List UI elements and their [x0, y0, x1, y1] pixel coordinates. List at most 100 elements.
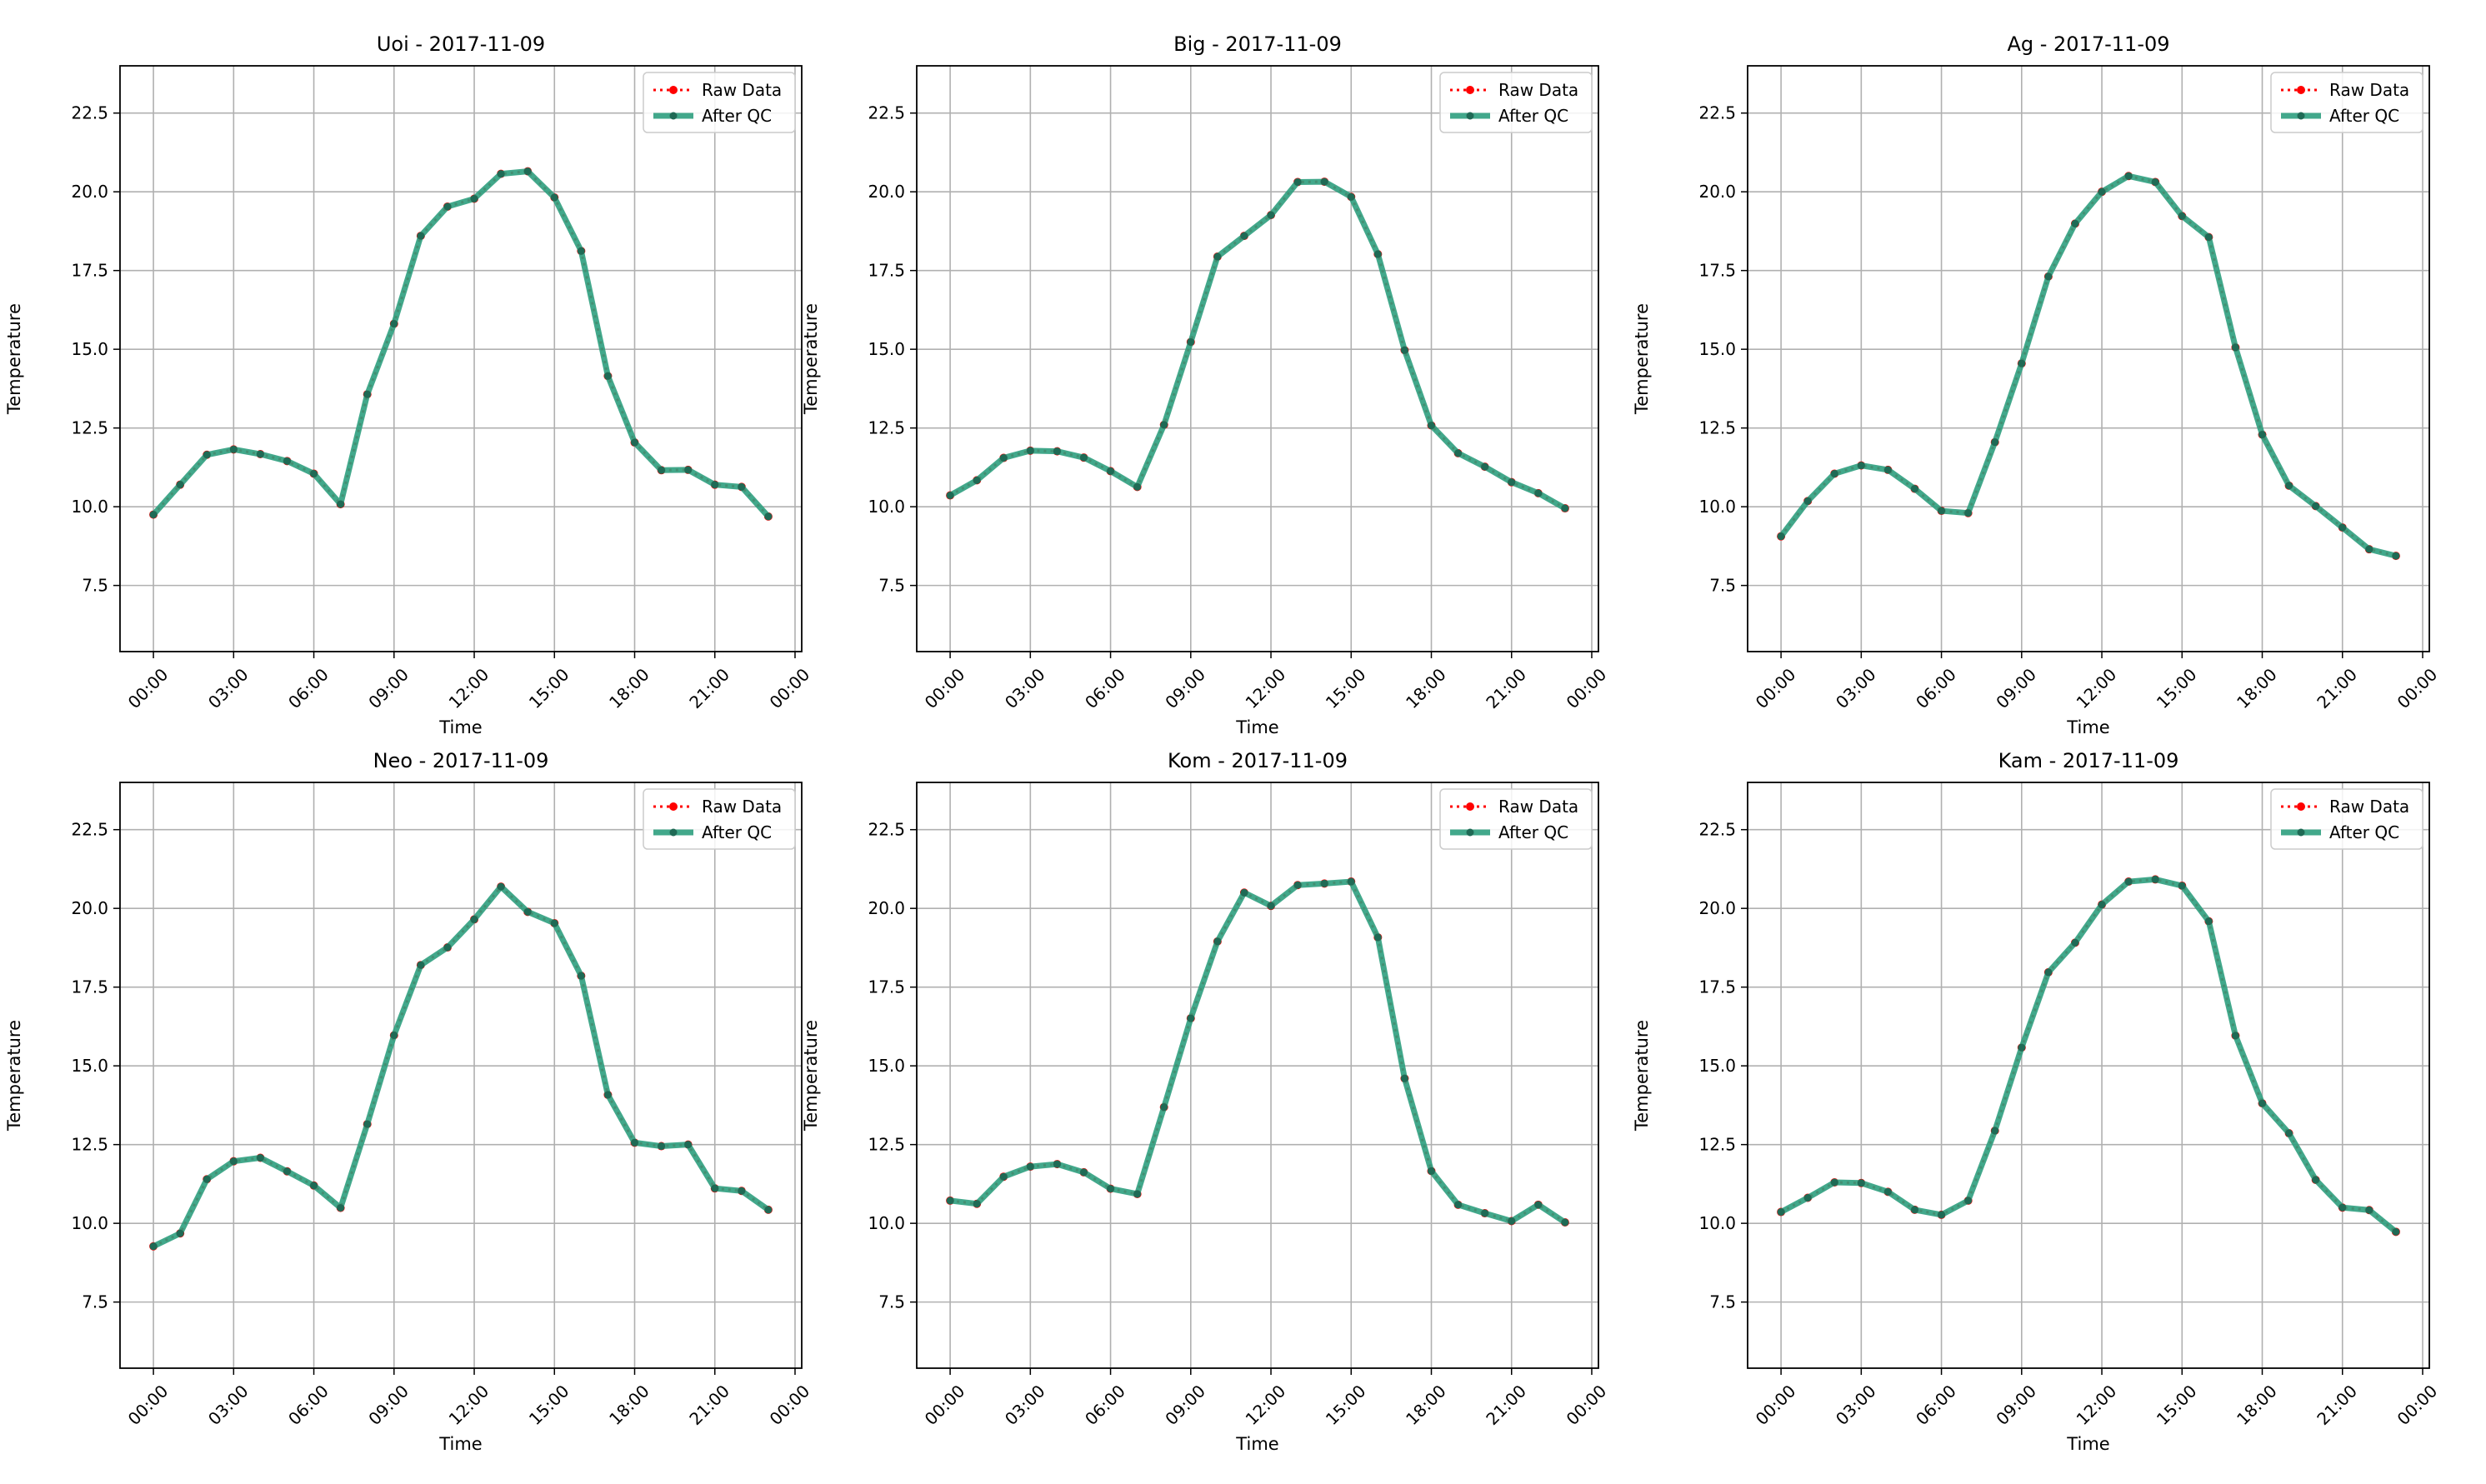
legend-label: Raw Data — [2329, 797, 2409, 817]
after-qc-point — [1830, 469, 1838, 477]
grid — [120, 66, 802, 652]
x-axis: 00:00 03:00 06:00 09:00 12:00 15:00 18:00 21:00… — [1752, 1368, 2441, 1429]
after-qc-point — [1240, 232, 1248, 240]
after-qc-point — [1373, 933, 1382, 942]
after-qc-point — [2044, 272, 2053, 281]
series-after-qc — [1777, 172, 2400, 560]
x-tick-label: 21:00 — [685, 1381, 733, 1429]
y-tick-label: 7.5 — [82, 1292, 108, 1312]
x-tick-label: 15:00 — [1322, 664, 1370, 712]
plot-area — [917, 66, 1598, 652]
after-qc-point — [2071, 938, 2079, 947]
y-tick-label: 10.0 — [1698, 1213, 1736, 1233]
after-qc-point — [363, 1120, 372, 1128]
after-qc-point — [2204, 233, 2213, 242]
after-qc-point — [1910, 1206, 1918, 1214]
after-qc-point — [1320, 177, 1328, 186]
y-tick-label: 22.5 — [71, 820, 108, 840]
after-qc-point — [1857, 462, 1865, 470]
after-qc-point — [711, 481, 719, 489]
after-qc-point — [1026, 447, 1034, 455]
after-qc-point — [176, 1229, 184, 1237]
after-qc-point — [1857, 1179, 1865, 1187]
after-qc-point — [577, 972, 585, 980]
y-tick-label: 22.5 — [1698, 103, 1736, 123]
y-tick-label: 7.5 — [878, 576, 905, 596]
y-tick-label: 20.0 — [868, 898, 905, 918]
x-tick-label: 18:00 — [2233, 1381, 2281, 1429]
after-qc-point — [2018, 1043, 2026, 1052]
after-qc-point — [658, 1142, 666, 1151]
plot-area — [120, 782, 802, 1368]
after-qc-point — [1964, 1197, 1973, 1205]
after-qc-point — [973, 1200, 981, 1208]
after-qc-point — [1133, 1190, 1142, 1198]
after-qc-line — [1779, 876, 2398, 1235]
plot-frame — [916, 65, 1599, 652]
after-qc-point — [1964, 509, 1973, 517]
after-qc-point — [229, 445, 238, 453]
after-qc-point — [1267, 902, 1275, 910]
after-qc-line — [152, 883, 770, 1249]
after-qc-point — [1107, 467, 1115, 475]
after-qc-point — [1187, 337, 1195, 346]
x-tick-label: 15:00 — [525, 1381, 573, 1429]
after-qc-point — [1910, 485, 1918, 493]
chart-title: Neo - 2017-11-09 — [373, 749, 549, 772]
chart-panel: 00:00 03:00 06:00 09:00 12:00 15:00 18:00 21:00… — [4, 749, 813, 1454]
after-qc-point — [1026, 1162, 1034, 1171]
after-qc-point — [1803, 1194, 1812, 1202]
y-tick-label: 12.5 — [71, 1135, 108, 1155]
after-qc-point — [738, 482, 746, 491]
y-axis: 7.5 10.0 12.5 15.0 17.5 20.0 22.5 — [868, 820, 917, 1312]
y-axis: 7.5 10.0 12.5 15.0 17.5 20.0 22.5 — [1698, 103, 1748, 596]
x-tick-label: 18:00 — [605, 664, 653, 712]
y-axis-label: Temperature — [4, 303, 24, 415]
after-qc-point — [283, 1167, 291, 1176]
legend-label: Raw Data — [2329, 80, 2409, 100]
y-axis-label: Temperature — [1632, 1020, 1652, 1132]
after-qc-point — [764, 512, 773, 521]
x-axis-label: Time — [2066, 717, 2109, 737]
legend: Raw Data After QC — [643, 788, 796, 850]
y-tick-label: 17.5 — [1698, 977, 1736, 997]
x-tick-label: 00:00 — [921, 664, 969, 712]
after-qc-point — [764, 1206, 773, 1214]
after-qc-point — [1320, 879, 1328, 887]
after-qc-point — [2071, 219, 2079, 227]
after-qc-point — [1373, 250, 1382, 258]
after-qc-point — [2231, 343, 2239, 352]
y-tick-label: 17.5 — [1698, 261, 1736, 281]
legend: Raw Data After QC — [2270, 72, 2423, 133]
after-qc-point — [999, 1172, 1008, 1181]
x-tick-label: 00:00 — [921, 1381, 969, 1429]
x-tick-label: 18:00 — [1402, 1381, 1450, 1429]
y-tick-label: 17.5 — [868, 977, 905, 997]
x-tick-label: 00:00 — [1752, 1381, 1800, 1429]
legend-label: Raw Data — [702, 797, 782, 817]
chart-title: Big - 2017-11-09 — [1173, 32, 1342, 56]
after-qc-line — [949, 878, 1567, 1225]
after-qc-point — [1508, 1217, 1516, 1225]
after-qc-point — [1213, 937, 1222, 946]
after-qc-point — [603, 372, 612, 380]
after-qc-point — [1160, 1103, 1168, 1112]
after-qc-point — [2098, 901, 2106, 909]
after-qc-point — [1400, 346, 1408, 354]
series-after-qc — [149, 882, 773, 1251]
x-tick-label: 09:00 — [1161, 664, 1209, 712]
x-tick-label: 06:00 — [1912, 1381, 1960, 1429]
after-qc-point — [310, 469, 318, 477]
legend-label: After QC — [1498, 822, 1568, 842]
y-tick-label: 17.5 — [71, 977, 108, 997]
x-axis-label: Time — [1235, 1434, 1278, 1454]
chart-panel: 00:00 03:00 06:00 09:00 12:00 15:00 18:00 21:00… — [801, 749, 1610, 1454]
plot-frame — [1747, 65, 2430, 652]
series-after-qc — [946, 877, 1569, 1227]
after-qc-point — [2312, 1176, 2320, 1184]
grid — [917, 782, 1598, 1368]
y-tick-label: 12.5 — [71, 418, 108, 438]
legend-raw-marker — [1466, 86, 1474, 94]
y-tick-label: 17.5 — [868, 261, 905, 281]
legend-label: After QC — [1498, 106, 1568, 126]
